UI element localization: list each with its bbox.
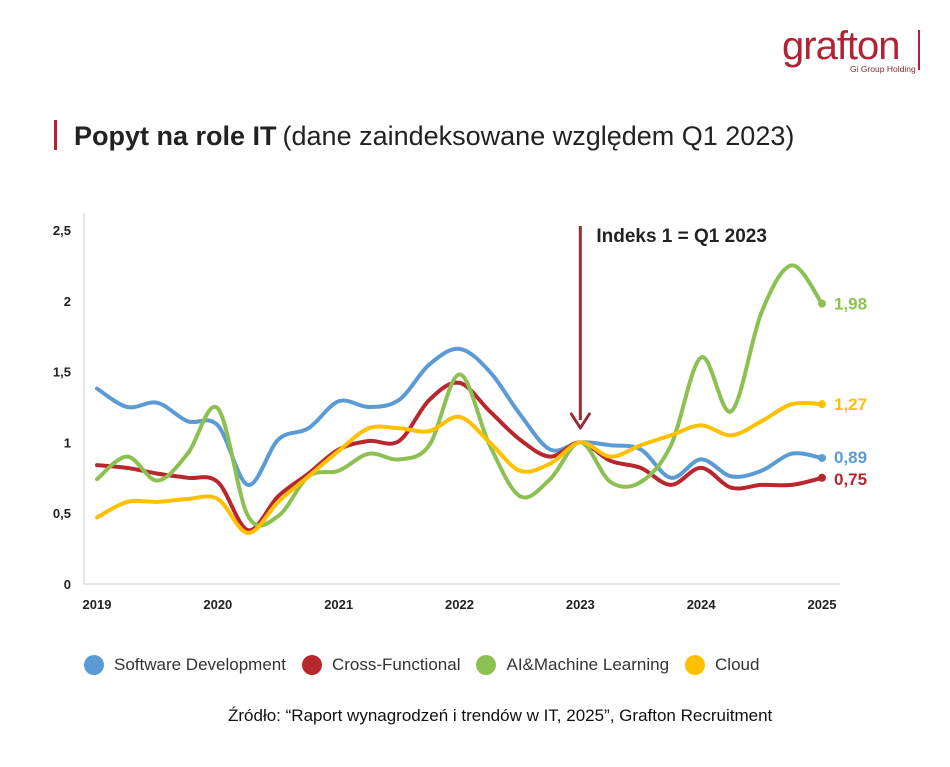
legend-swatch (84, 655, 104, 675)
chart-legend: Software Development Cross-Functional AI&M… (84, 652, 775, 678)
logo-divider (918, 30, 920, 70)
series-end-point-cloud (818, 400, 826, 409)
x-tick-label: 2025 (808, 597, 837, 612)
legend-swatch (685, 655, 706, 675)
title-regular: (dane zaindeksowane względem Q1 2023) (282, 121, 795, 151)
title-bold: Popyt na role IT (74, 121, 277, 151)
y-tick-label: 2 (64, 294, 71, 309)
legend-item-software-development: Software Development (84, 655, 286, 675)
series-end-label-ai-machine-learning: 1,98 (834, 295, 867, 314)
x-tick-label: 2023 (566, 597, 595, 612)
x-tick-label: 2022 (445, 597, 474, 612)
annotation-arrow-head (569, 412, 591, 430)
annotation-label: Indeks 1 = Q1 2023 (596, 226, 767, 247)
grafton-logo: grafton Gi Group Holding (778, 24, 928, 74)
x-tick-label: 2020 (203, 597, 232, 612)
series-end-point-software-development (818, 453, 826, 462)
logo-wordmark: grafton (782, 24, 901, 68)
series-line-cloud (95, 400, 824, 535)
source-note: Źródło: “Raport wynagrodzeń i trendów w … (228, 706, 773, 725)
series-end-label-cloud: 1,27 (834, 395, 867, 414)
legend-label: Cloud (715, 655, 760, 674)
y-tick-label: 1 (64, 435, 71, 450)
series-line-software-development (95, 346, 824, 487)
series-line-cross-functional (95, 380, 824, 533)
y-tick-label: 0 (64, 577, 71, 592)
y-tick-label: 0,5 (53, 506, 71, 521)
legend-item-cloud: Cloud (685, 655, 759, 675)
y-tick-label: 2,5 (53, 223, 71, 238)
legend-swatch (301, 655, 322, 675)
x-tick-label: 2021 (324, 597, 353, 612)
x-tick-label: 2019 (83, 597, 112, 612)
series-end-point-ai-machine-learning (818, 299, 826, 308)
y-tick-label: 1,5 (53, 365, 71, 380)
series-line-ai-machine-learning (95, 263, 824, 528)
legend-label: Cross-Functional (331, 655, 461, 674)
series-end-label-software-development: 0,89 (834, 448, 867, 467)
legend-swatch (476, 655, 497, 675)
legend-label: AI&Machine Learning (506, 655, 670, 674)
legend-item-ai-machine-learning: AI&Machine Learning (476, 655, 669, 675)
logo-subtitle: Gi Group Holding (850, 64, 916, 74)
series-end-point-cross-functional (818, 473, 826, 482)
x-tick-label: 2024 (687, 597, 717, 612)
legend-item-cross-functional: Cross-Functional (301, 655, 461, 675)
legend-label: Software Development (114, 655, 286, 674)
series-end-label-cross-functional: 0,75 (834, 470, 867, 489)
title-accent-bar (54, 120, 57, 150)
